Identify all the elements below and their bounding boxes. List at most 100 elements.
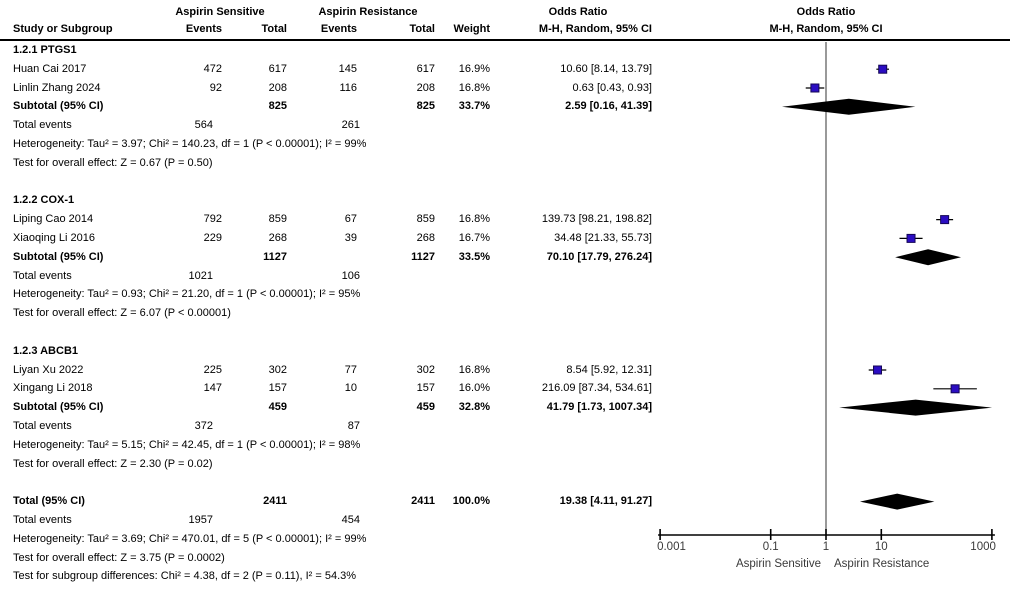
weight-value: 16.7% (458, 231, 490, 244)
total1-value: 1127 (263, 250, 287, 263)
effect-square (940, 215, 950, 225)
study-column-header: Study or Subgroup (13, 23, 113, 35)
total-events1-value: 1021 (188, 269, 213, 282)
weight-column-header: Weight (453, 23, 490, 35)
total-events1-value: 372 (194, 419, 213, 432)
table-row-total: Total (95% CI) 2411 2411 100.0% 19.38 [4.11,… (0, 492, 660, 511)
events1-value: 792 (203, 213, 222, 226)
odds-ratio-value: 34.48 [21.33, 55.73] (554, 231, 652, 244)
odds-ratio-value: 19.38 [4.11, 91.27] (559, 495, 652, 508)
table-row-note: Test for overall effect: Z = 0.67 (P = 0… (0, 154, 660, 173)
statistics-note: Test for overall effect: Z = 3.75 (P = 0… (13, 551, 225, 564)
x-axis-tick-label: 10 (875, 541, 888, 553)
subtotal-label: Subtotal (95% CI) (13, 100, 104, 113)
odds-ratio-value: 139.73 [98.21, 198.82] (541, 213, 652, 226)
study-name: Liping Cao 2014 (13, 213, 94, 226)
events1-value: 147 (203, 382, 222, 395)
effect-square (810, 83, 820, 93)
total2-value: 157 (416, 382, 435, 395)
events1-value: 472 (203, 62, 222, 75)
total1-value: 268 (268, 231, 287, 244)
plot-header-line2: M-H, Random, 95% CI (769, 23, 883, 35)
total2-column-header: Total (409, 23, 435, 35)
effect-square (878, 64, 888, 74)
weight-value: 16.8% (458, 363, 490, 376)
favours-left-label: Aspirin Sensitive (736, 558, 821, 570)
x-axis-tick-label: 1 (823, 541, 829, 553)
subgroup-label: 1.2.1 PTGS1 (13, 44, 77, 56)
total-label: Total (95% CI) (13, 495, 85, 508)
total2-value: 825 (416, 100, 435, 113)
events2-value: 145 (338, 62, 357, 75)
table-row-note: Test for overall effect: Z = 6.07 (P < 0… (0, 304, 660, 323)
total-events-label: Total events (13, 269, 72, 282)
table-row-note: Heterogeneity: Tau² = 0.93; Chi² = 21.20… (0, 285, 660, 304)
table-row-note: Heterogeneity: Tau² = 3.69; Chi² = 470.0… (0, 530, 660, 549)
statistics-note: Test for overall effect: Z = 2.30 (P = 0… (13, 457, 213, 470)
table-row-study: Liyan Xu 2022 225 302 77 302 16.8% 8.54 [5.92,… (0, 361, 660, 380)
total1-value: 859 (268, 213, 287, 226)
table-rows: 1.2.1 PTGS1 Huan Cai 2017 472 617 145 617 16.9… (0, 41, 660, 586)
events1-value: 229 (203, 231, 222, 244)
table-row-study: Linlin Zhang 2024 92 208 116 208 16.8% 0.63 [0… (0, 79, 660, 98)
total1-value: 2411 (263, 495, 287, 508)
pooled-diamond (895, 249, 962, 266)
odds-ratio-value: 41.79 [1.73, 1007.34] (546, 401, 652, 414)
table-row-group: 1.2.3 ABCB1 (0, 342, 660, 361)
total2-value: 617 (416, 62, 435, 75)
total1-column-header: Total (261, 23, 287, 35)
pooled-diamond (781, 98, 916, 115)
events2-value: 67 (344, 213, 357, 226)
odds-ratio-value: 70.10 [17.79, 276.24] (546, 250, 652, 263)
odds-ratio-value: 10.60 [8.14, 13.79] (560, 62, 652, 75)
subgroup-label: 1.2.2 COX-1 (13, 194, 75, 207)
effect-square (906, 233, 916, 243)
x-axis-tick-label: 0.001 (657, 541, 686, 553)
x-axis-tick-label: 1000 (970, 541, 996, 553)
table-row-note: Test for overall effect: Z = 2.30 (P = 0… (0, 455, 660, 474)
events2-value: 39 (344, 231, 357, 244)
favours-right-label: Aspirin Resistance (834, 558, 929, 570)
weight-value: 16.9% (458, 62, 490, 75)
odds-ratio-value: 8.54 [5.92, 12.31] (566, 363, 652, 376)
total2-value: 208 (416, 81, 435, 94)
total1-value: 617 (268, 62, 287, 75)
study-name: Xingang Li 2018 (13, 382, 93, 395)
total2-value: 2411 (411, 495, 435, 508)
table-row-note: Test for overall effect: Z = 3.75 (P = 0… (0, 549, 660, 568)
events1-value: 92 (209, 81, 222, 94)
weight-value: 33.7% (458, 100, 490, 113)
total-events2-value: 87 (347, 419, 360, 432)
effect-square (950, 384, 960, 394)
study-name: Huan Cai 2017 (13, 62, 87, 75)
total-events1-value: 564 (194, 119, 213, 132)
total2-value: 1127 (411, 250, 435, 263)
weight-value: 32.8% (458, 401, 490, 414)
total-events2-value: 106 (341, 269, 360, 282)
or-column-header-line2: M-H, Random, 95% CI (538, 23, 652, 35)
subgroup-label: 1.2.3 ABCB1 (13, 344, 79, 357)
pooled-diamond (859, 493, 935, 510)
or-column-header-line1: Odds Ratio (548, 6, 608, 18)
events2-column-header: Events (320, 23, 357, 35)
weight-value: 16.8% (458, 213, 490, 226)
study-name: Xiaoqing Li 2016 (13, 231, 95, 244)
events1-column-header: Events (185, 23, 222, 35)
odds-ratio-value: 216.09 [87.34, 534.61] (541, 382, 652, 395)
table-row-events: Total events 372 87 (0, 417, 660, 436)
group2-header: Aspirin Resistance (318, 6, 418, 18)
table-row-subtotal: Subtotal (95% CI) 1127 1127 33.5% 70.10 [17.… (0, 248, 660, 267)
weight-value: 16.0% (458, 382, 490, 395)
events2-value: 10 (344, 382, 357, 395)
total1-value: 208 (268, 81, 287, 94)
table-row-events: Total events 1021 106 (0, 267, 660, 286)
total-events1-value: 1957 (188, 513, 213, 526)
table-row-note: Heterogeneity: Tau² = 3.97; Chi² = 140.2… (0, 135, 660, 154)
header-underline (0, 39, 1010, 41)
table-row-note: Test for subgroup differences: Chi² = 4.… (0, 567, 660, 586)
table-row-events: Total events 564 261 (0, 116, 660, 135)
table-row-subtotal: Subtotal (95% CI) 459 459 32.8% 41.79 [1.73,… (0, 398, 660, 417)
statistics-note: Test for overall effect: Z = 6.07 (P < 0… (13, 307, 231, 320)
events1-value: 225 (203, 363, 222, 376)
